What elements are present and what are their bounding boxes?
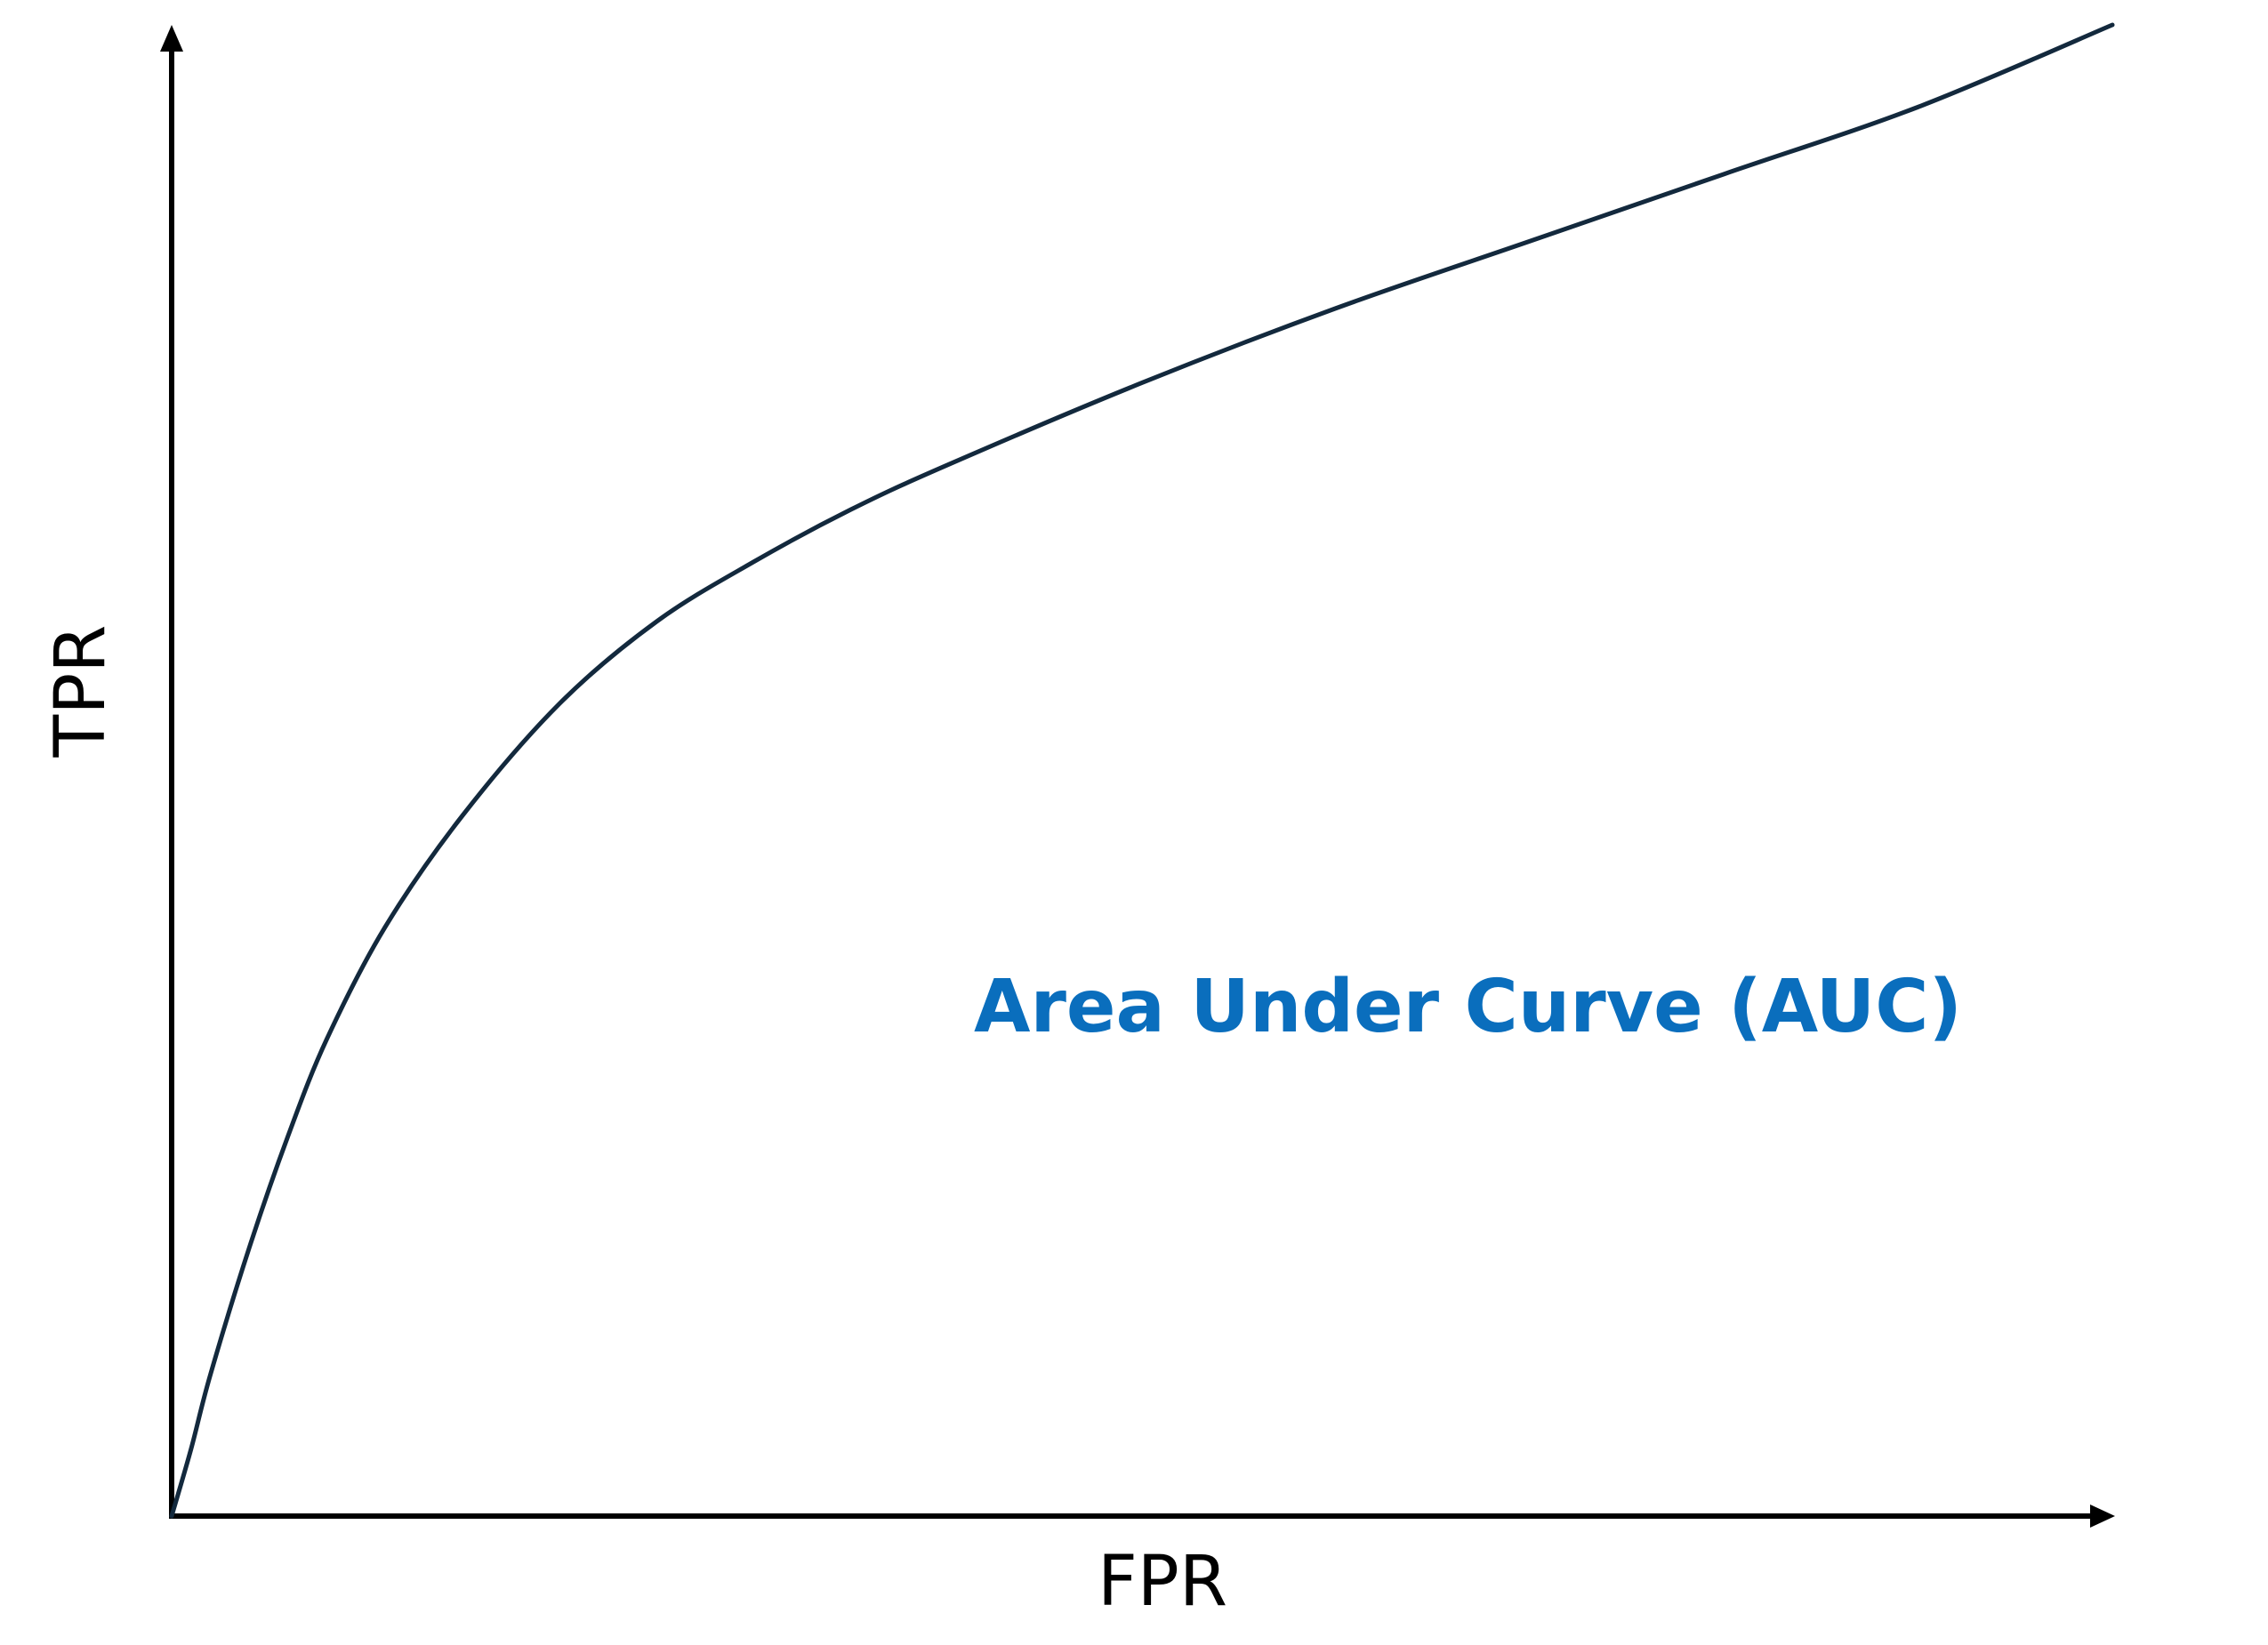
x-axis-label: FPR	[1098, 1542, 1227, 1622]
roc-curve	[169, 22, 2115, 1519]
y-axis-label: TPR	[41, 625, 121, 758]
auc-annotation: Area Under Curve (AUC)	[974, 965, 1962, 1049]
y-axis-arrow-icon	[160, 25, 183, 52]
x-axis-arrow-icon	[2090, 1505, 2115, 1528]
